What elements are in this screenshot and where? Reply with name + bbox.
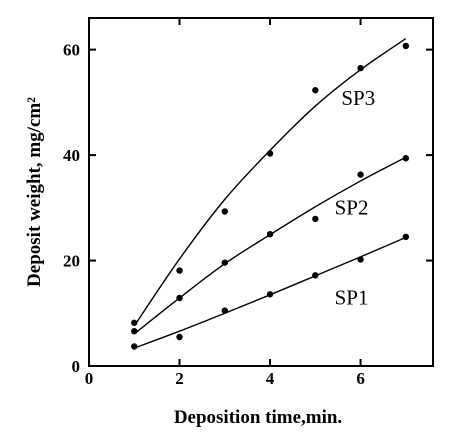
data-point-sp2 <box>312 215 319 223</box>
x-tick-label: 2 <box>175 369 184 388</box>
axis-ticks <box>88 18 433 367</box>
series-label-sp2: SP2 <box>335 196 369 220</box>
data-point-sp2 <box>357 171 364 178</box>
data-point-sp1 <box>176 333 183 341</box>
data-point-sp3 <box>312 87 319 94</box>
data-point-sp3 <box>266 150 274 157</box>
data-point-sp2 <box>266 230 274 238</box>
y-tick-label: 40 <box>63 146 80 165</box>
series-label-sp1: SP1 <box>335 285 369 309</box>
fit-line-sp3 <box>133 37 407 327</box>
data-point-sp1 <box>312 272 319 279</box>
data-point-sp3 <box>221 208 228 215</box>
y-tick-label: 20 <box>63 252 80 271</box>
data-point-sp2 <box>221 259 228 266</box>
data-point-sp1 <box>266 291 274 298</box>
data-point-sp1 <box>221 307 228 314</box>
data-point-sp1 <box>131 343 138 350</box>
x-tick-label: 6 <box>356 369 365 388</box>
x-tick-label: 4 <box>266 369 275 388</box>
x-tick-label: 0 <box>85 369 94 388</box>
data-point-sp1 <box>402 233 410 241</box>
series-label-sp3: SP3 <box>341 86 375 110</box>
data-point-sp1 <box>357 256 364 263</box>
y-axis-title: Deposit weight, mg/cm² <box>24 97 45 287</box>
y-tick-label: 0 <box>72 357 81 376</box>
data-point-sp2 <box>131 328 138 335</box>
data-point-sp2 <box>176 294 183 302</box>
data-points <box>131 42 410 350</box>
y-tick-label: 60 <box>63 41 80 60</box>
plot-frame <box>88 17 434 367</box>
data-point-sp2 <box>402 155 410 162</box>
data-point-sp3 <box>402 42 410 50</box>
series-labels: SP3 SP2 SP1 <box>335 86 376 309</box>
data-point-sp3 <box>357 64 364 72</box>
data-point-sp3 <box>176 267 183 274</box>
data-point-sp3 <box>131 319 138 326</box>
x-axis-title: Deposition time,min. <box>174 407 342 428</box>
